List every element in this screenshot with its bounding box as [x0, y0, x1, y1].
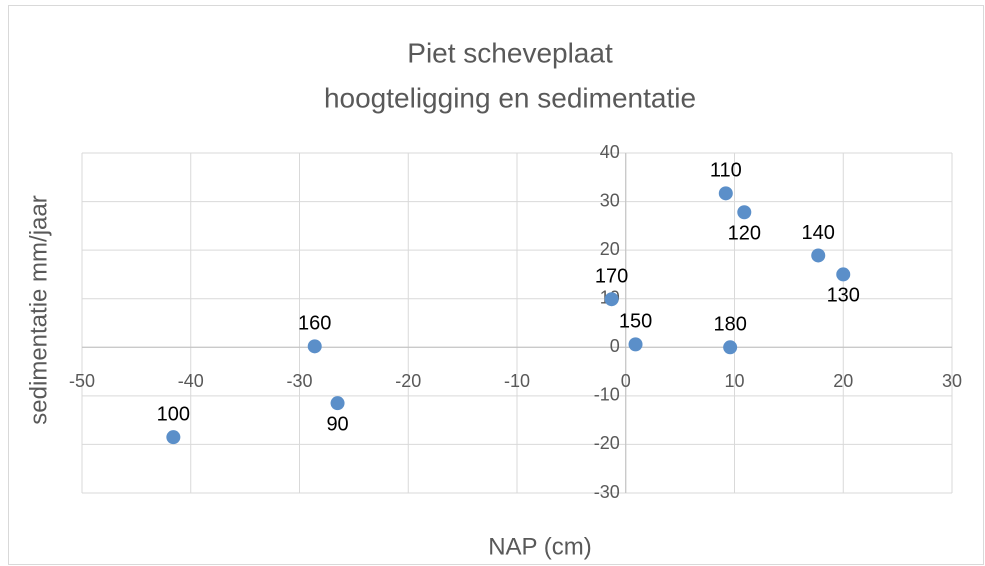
x-tick-label: -40 — [178, 371, 204, 391]
y-tick-label: 30 — [600, 190, 620, 210]
point — [330, 396, 345, 411]
y-tick-label: -30 — [594, 482, 620, 502]
point-label: 130 — [827, 285, 860, 307]
point — [836, 267, 851, 282]
y-tick-label: 40 — [600, 142, 620, 162]
x-tick-label: -50 — [69, 371, 95, 391]
point — [604, 292, 619, 307]
point — [737, 205, 752, 220]
x-tick-label: 0 — [621, 371, 631, 391]
y-axis-title: sedimentatie mm/jaar — [25, 195, 52, 424]
x-tick-label: 30 — [942, 371, 962, 391]
point — [723, 340, 738, 355]
x-tick-label: -10 — [504, 371, 530, 391]
x-axis-title: NAP (cm) — [488, 533, 592, 560]
x-tick-label: -20 — [395, 371, 421, 391]
point-label: 140 — [802, 222, 835, 244]
y-tick-label: -20 — [594, 433, 620, 453]
point — [166, 430, 181, 445]
point-label: 100 — [157, 403, 190, 425]
point — [811, 248, 826, 263]
x-tick-label: 20 — [833, 371, 853, 391]
point-label: 170 — [595, 265, 628, 287]
point — [628, 337, 643, 352]
chart-title: hoogteligging en sedimentatie — [324, 82, 696, 113]
point-label: 150 — [619, 311, 652, 333]
point — [307, 339, 322, 354]
x-tick-label: -30 — [286, 371, 312, 391]
point-label: 90 — [326, 413, 348, 435]
point-label: 160 — [298, 313, 331, 335]
point-label: 180 — [713, 314, 746, 336]
y-tick-label: 20 — [600, 239, 620, 259]
point-label: 120 — [728, 223, 761, 245]
chart-title: Piet scheveplaat — [407, 37, 613, 68]
y-tick-label: -10 — [594, 385, 620, 405]
point — [718, 186, 733, 201]
y-tick-label: 0 — [610, 336, 620, 356]
point-label: 110 — [710, 160, 742, 182]
x-tick-label: 10 — [724, 371, 744, 391]
chart-border — [8, 5, 984, 565]
